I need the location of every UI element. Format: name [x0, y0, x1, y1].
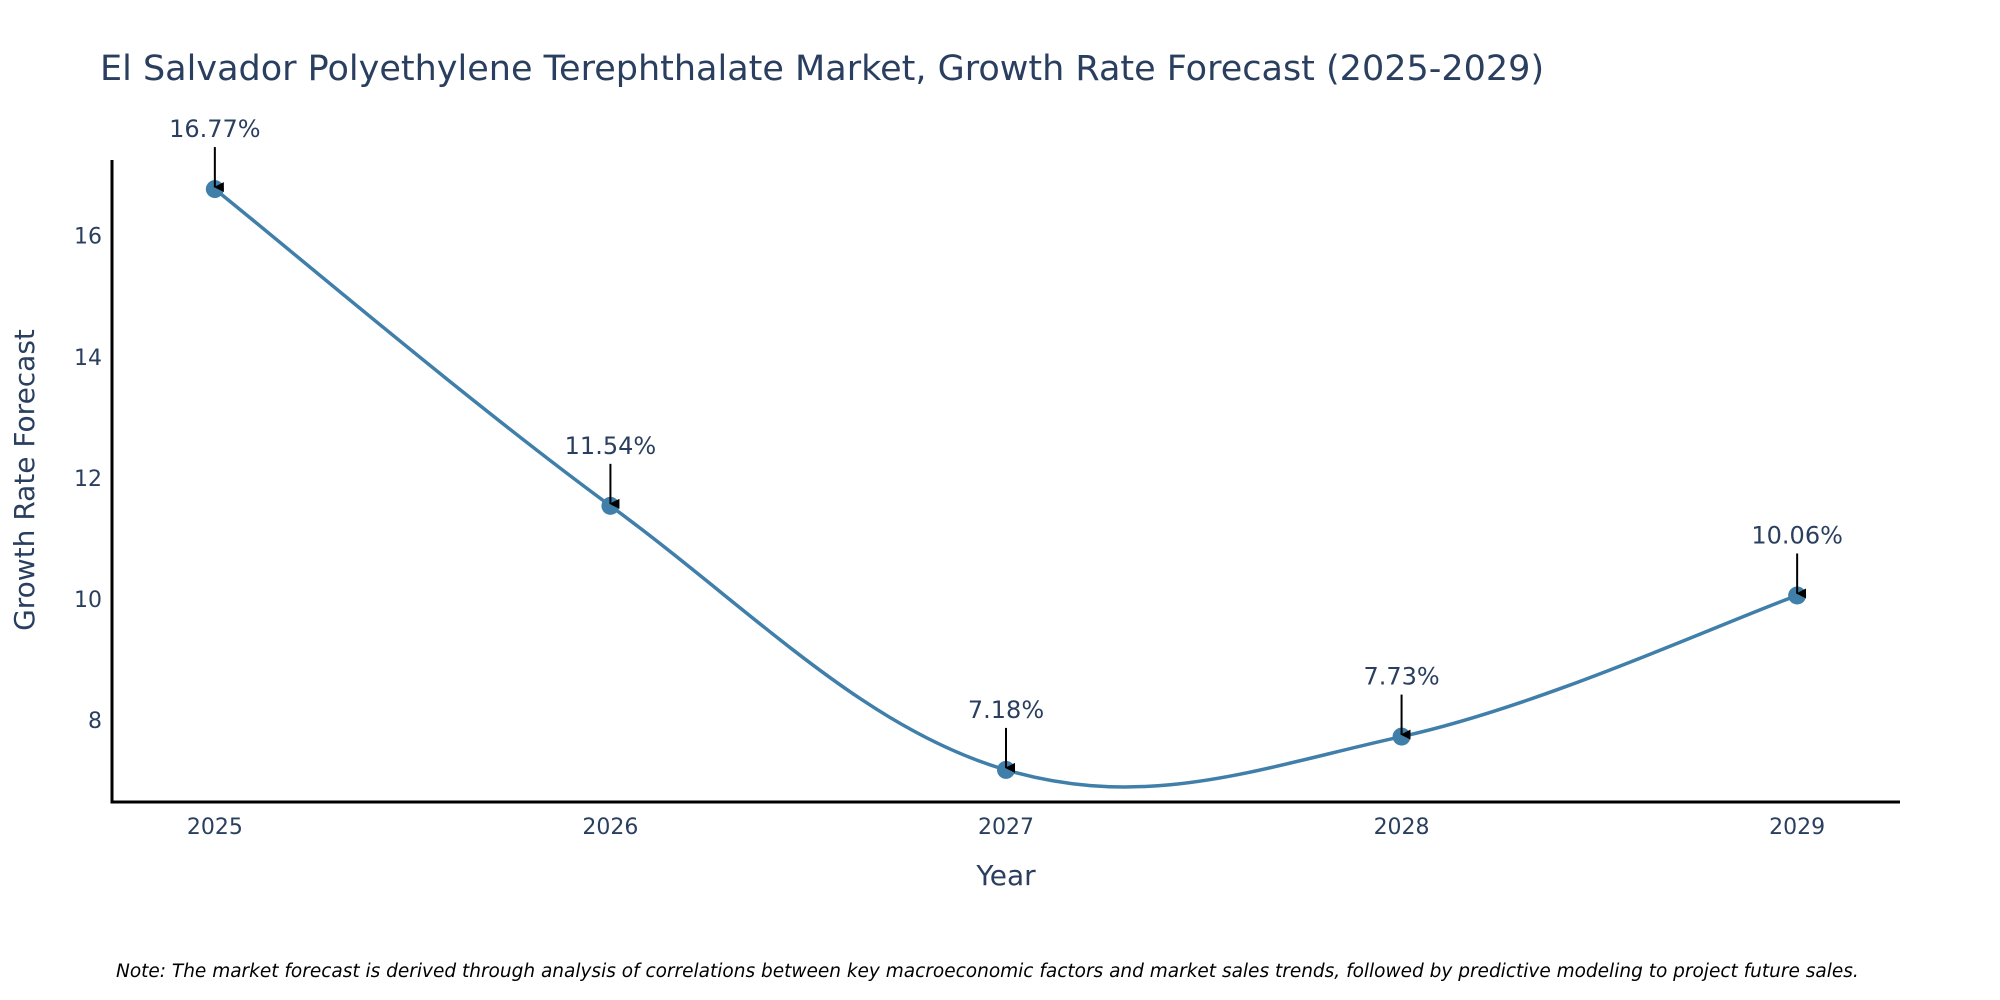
data-label-2029: 10.06% [1751, 521, 1843, 549]
data-label-2028: 7.73% [1363, 663, 1439, 691]
x-tick-label: 2027 [978, 815, 1034, 840]
data-annotations: 16.77% 11.54% 7.18% 7.73% 10.06% [169, 115, 1843, 773]
data-label-2027: 7.18% [968, 696, 1044, 724]
y-axis-ticks: 8 10 12 14 16 [74, 225, 102, 735]
chart-note: Note: The market forecast is derived thr… [116, 961, 1859, 982]
x-axis-title: Year [975, 859, 1036, 892]
data-points [205, 180, 1807, 779]
x-tick-label: 2029 [1769, 815, 1825, 840]
y-tick-label: 8 [88, 709, 102, 734]
series-line-growth-rate [213, 187, 1798, 789]
x-tick-label: 2028 [1374, 815, 1430, 840]
y-tick-label: 10 [74, 588, 102, 613]
y-tick-label: 14 [74, 346, 102, 371]
data-label-2025: 16.77% [169, 115, 261, 143]
x-tick-label: 2026 [582, 815, 638, 840]
data-label-2026: 11.54% [565, 432, 657, 460]
y-tick-label: 12 [74, 467, 102, 492]
x-tick-label: 2025 [187, 815, 243, 840]
x-axis-ticks: 2025 2026 2027 2028 2029 [187, 815, 1825, 840]
y-tick-label: 16 [74, 225, 102, 250]
y-axis-title: Growth Rate Forecast [8, 329, 41, 631]
chart-title: El Salvador Polyethylene Terephthalate M… [100, 49, 1544, 89]
